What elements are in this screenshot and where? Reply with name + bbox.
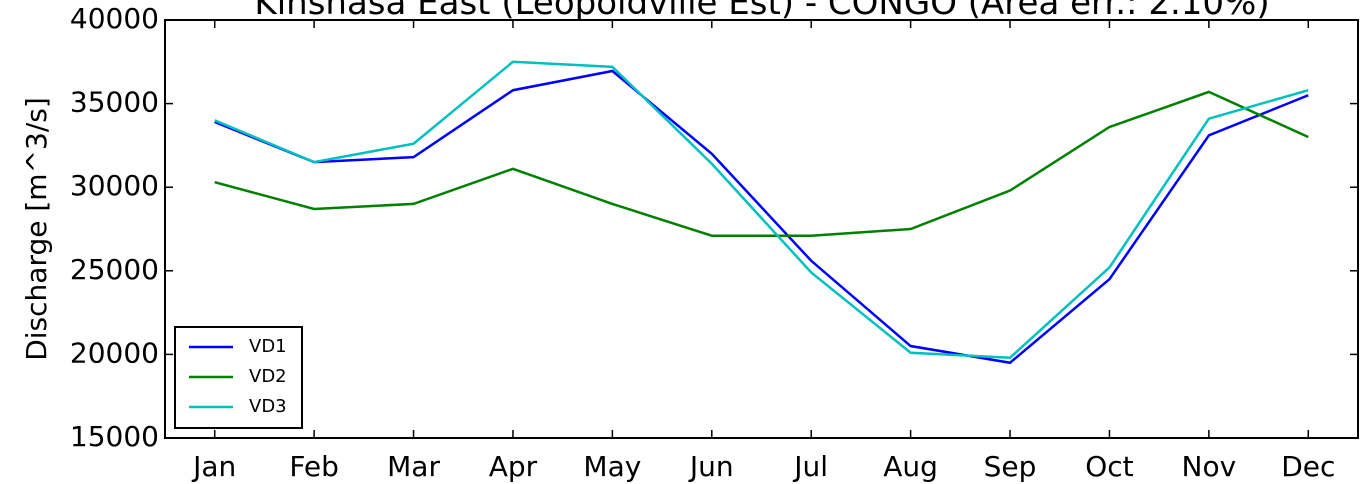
series-line xyxy=(214,69,1309,365)
x-tick-label: Oct xyxy=(1085,450,1133,483)
x-tick-label: May xyxy=(583,450,641,483)
plot-frame xyxy=(164,19,1359,439)
series-line xyxy=(214,60,1309,360)
y-tick-label: 30000 xyxy=(70,169,159,202)
legend: VD1 VD2 VD3 xyxy=(174,326,303,429)
y-tick-label: 20000 xyxy=(70,336,159,369)
x-tick-label: Nov xyxy=(1182,450,1237,483)
legend-label: VD3 xyxy=(249,396,287,417)
x-tick-label: Jul xyxy=(792,450,828,483)
x-tick-label: Jan xyxy=(191,450,236,483)
legend-label: VD1 xyxy=(249,336,287,357)
x-tick-label: Aug xyxy=(883,450,938,483)
chart-title: Kinshasa East (Leopoldville Est) - CONGO… xyxy=(254,0,1269,23)
x-tick-label: Sep xyxy=(984,450,1037,483)
x-tick-label: Dec xyxy=(1281,450,1335,483)
legend-label: VD2 xyxy=(249,366,287,387)
y-tick-label: 35000 xyxy=(70,86,159,119)
x-tick-label: Feb xyxy=(289,450,339,483)
y-tick-label: 40000 xyxy=(70,2,159,35)
x-tick-label: Jun xyxy=(688,450,734,483)
y-tick-label: 25000 xyxy=(70,253,159,286)
x-tick-label: Apr xyxy=(489,450,538,483)
x-tick-label: Mar xyxy=(387,450,440,483)
y-tick-label: 15000 xyxy=(70,420,159,453)
y-axis-label: Discharge [m^3/s] xyxy=(20,97,53,361)
series-line xyxy=(214,90,1309,237)
